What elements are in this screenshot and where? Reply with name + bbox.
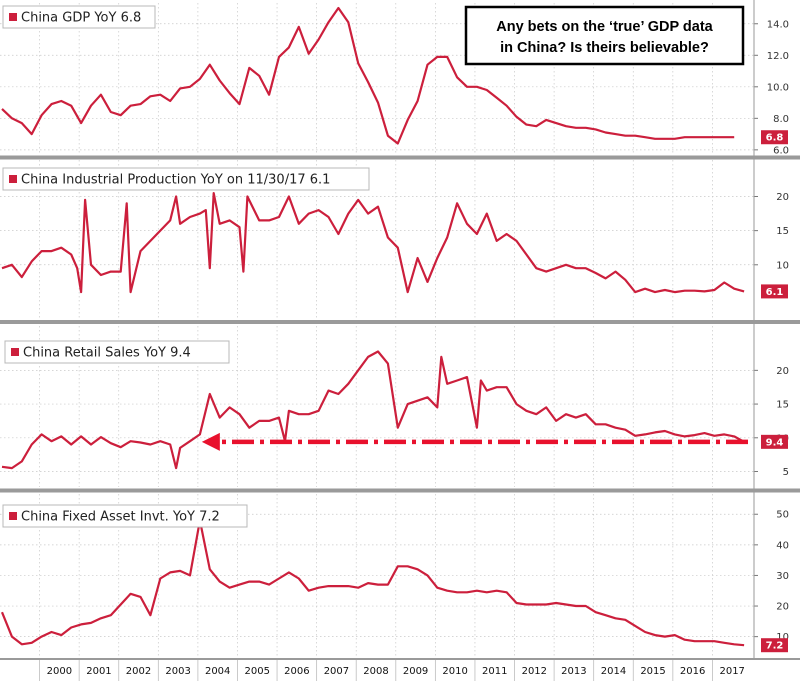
series-line-3 bbox=[1, 350, 745, 470]
pane-title-box-4 bbox=[2, 504, 248, 528]
year-label-2004: 2004 bbox=[205, 666, 230, 677]
legend-marker-2 bbox=[9, 175, 17, 183]
legend-marker-1 bbox=[9, 13, 17, 21]
annotation-line-1: Any bets on the ‘true’ GDP data bbox=[496, 19, 713, 35]
pane-title-box-3 bbox=[4, 340, 230, 364]
last-value-label-1: 6.8 bbox=[766, 133, 784, 144]
pane-divider-1 bbox=[0, 155, 800, 160]
year-label-2006: 2006 bbox=[284, 666, 309, 677]
pane-title-box-2 bbox=[2, 167, 370, 191]
year-label-2010: 2010 bbox=[442, 666, 467, 677]
year-label-2003: 2003 bbox=[165, 666, 190, 677]
last-value-badge-3 bbox=[761, 434, 788, 449]
ytick-label-6.0: 6.0 bbox=[773, 145, 789, 156]
ytick-label-30: 30 bbox=[776, 571, 789, 582]
ytick-label-20: 20 bbox=[776, 366, 789, 377]
year-label-2001: 2001 bbox=[86, 666, 111, 677]
ytick-label-10: 10 bbox=[776, 632, 789, 643]
pane-1: 6.0 8.0 10.0 12.0 14.0 6.8 China GDP YoY 6.8 bbox=[0, 3, 800, 160]
ytick-label-10.0: 10.0 bbox=[767, 82, 789, 93]
last-value-label-4: 7.2 bbox=[766, 641, 784, 652]
year-label-2012: 2012 bbox=[522, 666, 547, 677]
pane-2: 10 15 20 6.1 China Industrial Production YoY… bbox=[0, 160, 800, 324]
year-label-2013: 2013 bbox=[561, 666, 586, 677]
series-line-2 bbox=[1, 192, 745, 294]
ytick-label-8.0: 8.0 bbox=[773, 114, 789, 125]
year-label-2011: 2011 bbox=[482, 666, 507, 677]
last-value-label-3: 9.4 bbox=[766, 437, 784, 448]
pane-title-3: China Retail Sales YoY 9.4 bbox=[23, 346, 191, 361]
ytick-label-20: 20 bbox=[776, 602, 789, 613]
ytick-label-15: 15 bbox=[776, 400, 789, 411]
annotation-frame bbox=[464, 5, 745, 66]
last-value-badge-2 bbox=[761, 284, 788, 299]
year-label-2015: 2015 bbox=[640, 666, 665, 677]
annotation-box: Any bets on the ‘true’ GDP data in China… bbox=[464, 5, 745, 66]
series-line-1 bbox=[1, 6, 735, 145]
year-label-2009: 2009 bbox=[403, 666, 428, 677]
ytick-label-10: 10 bbox=[776, 260, 789, 271]
pane-divider-2 bbox=[0, 320, 800, 324]
ytick-label-5: 5 bbox=[783, 467, 789, 478]
pane-title-1: China GDP YoY 6.8 bbox=[21, 11, 141, 26]
annotation-line-2: in China? Is theirs believable? bbox=[500, 40, 709, 56]
retail-sales-arrow-head bbox=[201, 432, 220, 451]
pane-title-box-1 bbox=[2, 5, 156, 29]
year-label-2000: 2000 bbox=[47, 666, 72, 677]
legend-marker-4 bbox=[9, 512, 17, 520]
ytick-label-20: 20 bbox=[776, 192, 789, 203]
last-value-badge-1 bbox=[761, 130, 788, 145]
ytick-label-15: 15 bbox=[776, 226, 789, 237]
pane-4: 10 20 30 40 50 7.2 China Fixed Asset Invt. YoY… bbox=[0, 494, 789, 657]
year-label-2005: 2005 bbox=[245, 666, 270, 677]
ytick-label-14.0: 14.0 bbox=[767, 19, 789, 30]
year-label-2014: 2014 bbox=[601, 666, 626, 677]
ytick-label-50: 50 bbox=[776, 510, 789, 521]
legend-marker-3 bbox=[11, 348, 19, 356]
last-value-badge-4 bbox=[761, 638, 788, 653]
ytick-label-12.0: 12.0 bbox=[767, 51, 789, 62]
pane-divider-3 bbox=[0, 488, 800, 493]
series-line-4 bbox=[0, 519, 745, 647]
pane-title-2: China Industrial Production YoY on 11/30… bbox=[21, 173, 330, 188]
ytick-label-40: 40 bbox=[776, 540, 789, 551]
year-label-2002: 2002 bbox=[126, 666, 151, 677]
last-value-label-2: 6.1 bbox=[766, 287, 784, 298]
year-label-2008: 2008 bbox=[363, 666, 388, 677]
year-label-2017: 2017 bbox=[719, 666, 744, 677]
year-label-2016: 2016 bbox=[680, 666, 705, 677]
year-label-2007: 2007 bbox=[324, 666, 349, 677]
pane-title-4: China Fixed Asset Invt. YoY 7.2 bbox=[21, 510, 220, 525]
year-axis-divider bbox=[0, 658, 800, 660]
